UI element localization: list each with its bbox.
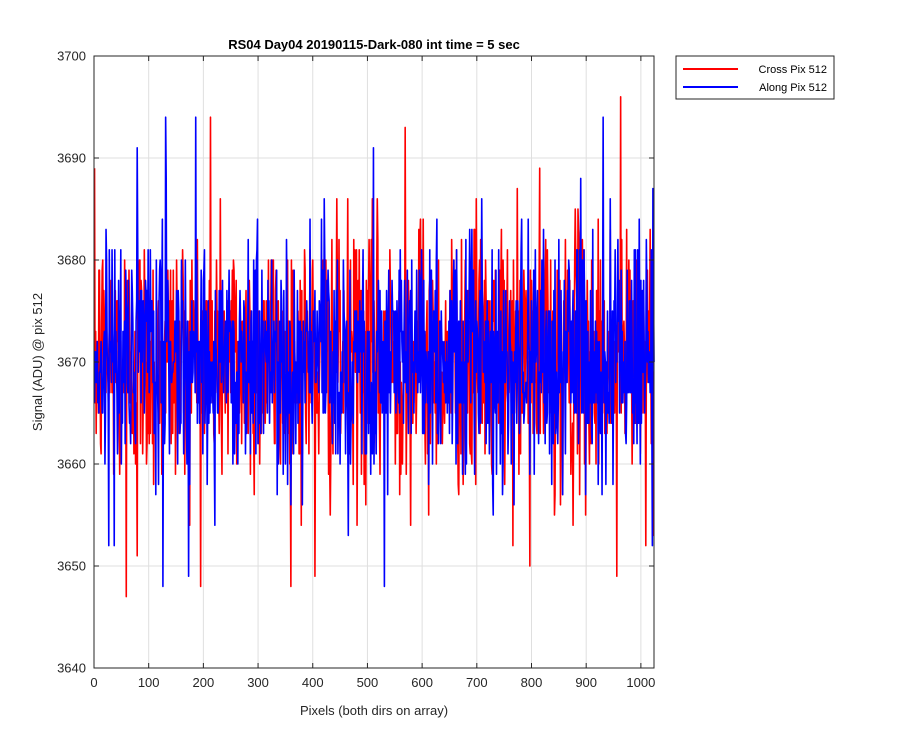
y-axis-label: Signal (ADU) @ pix 512 [30, 293, 45, 431]
x-tick-label: 0 [90, 675, 97, 690]
x-axis-label: Pixels (both dirs on array) [300, 703, 448, 718]
ticks [93, 55, 654, 669]
legend: Cross Pix 512 Along Pix 512 [675, 55, 835, 100]
x-tick-label: 100 [138, 675, 160, 690]
y-tick-label: 3670 [57, 355, 86, 370]
legend-label-cross: Cross Pix 512 [759, 64, 827, 76]
series-line-along-pix-512 [93, 116, 655, 588]
y-tick-label: 3690 [57, 151, 86, 166]
y-tick-label: 3640 [57, 661, 86, 676]
x-tick-label: 200 [193, 675, 215, 690]
x-tick-label: 700 [466, 675, 488, 690]
x-tick-label: 800 [521, 675, 543, 690]
x-tick-label: 500 [357, 675, 379, 690]
x-tick-label: 300 [247, 675, 269, 690]
legend-box [675, 55, 835, 100]
y-tick-label: 3680 [57, 253, 86, 268]
y-tick-label: 3700 [57, 49, 86, 64]
chart-title: RS04 Day04 20190115-Dark-080 int time = … [228, 37, 520, 52]
x-tick-label: 600 [411, 675, 433, 690]
x-tick-label: 1000 [626, 675, 655, 690]
x-tick-label: 400 [302, 675, 324, 690]
y-tick-label: 3660 [57, 457, 86, 472]
y-tick-label: 3650 [57, 559, 86, 574]
tick-labels: 0 100 200 300 400 500 600 700 800 900 1000 3640 3650… [57, 49, 655, 691]
series-layer [93, 96, 655, 598]
legend-label-along: Along Pix 512 [759, 82, 827, 94]
x-tick-label: 900 [575, 675, 597, 690]
